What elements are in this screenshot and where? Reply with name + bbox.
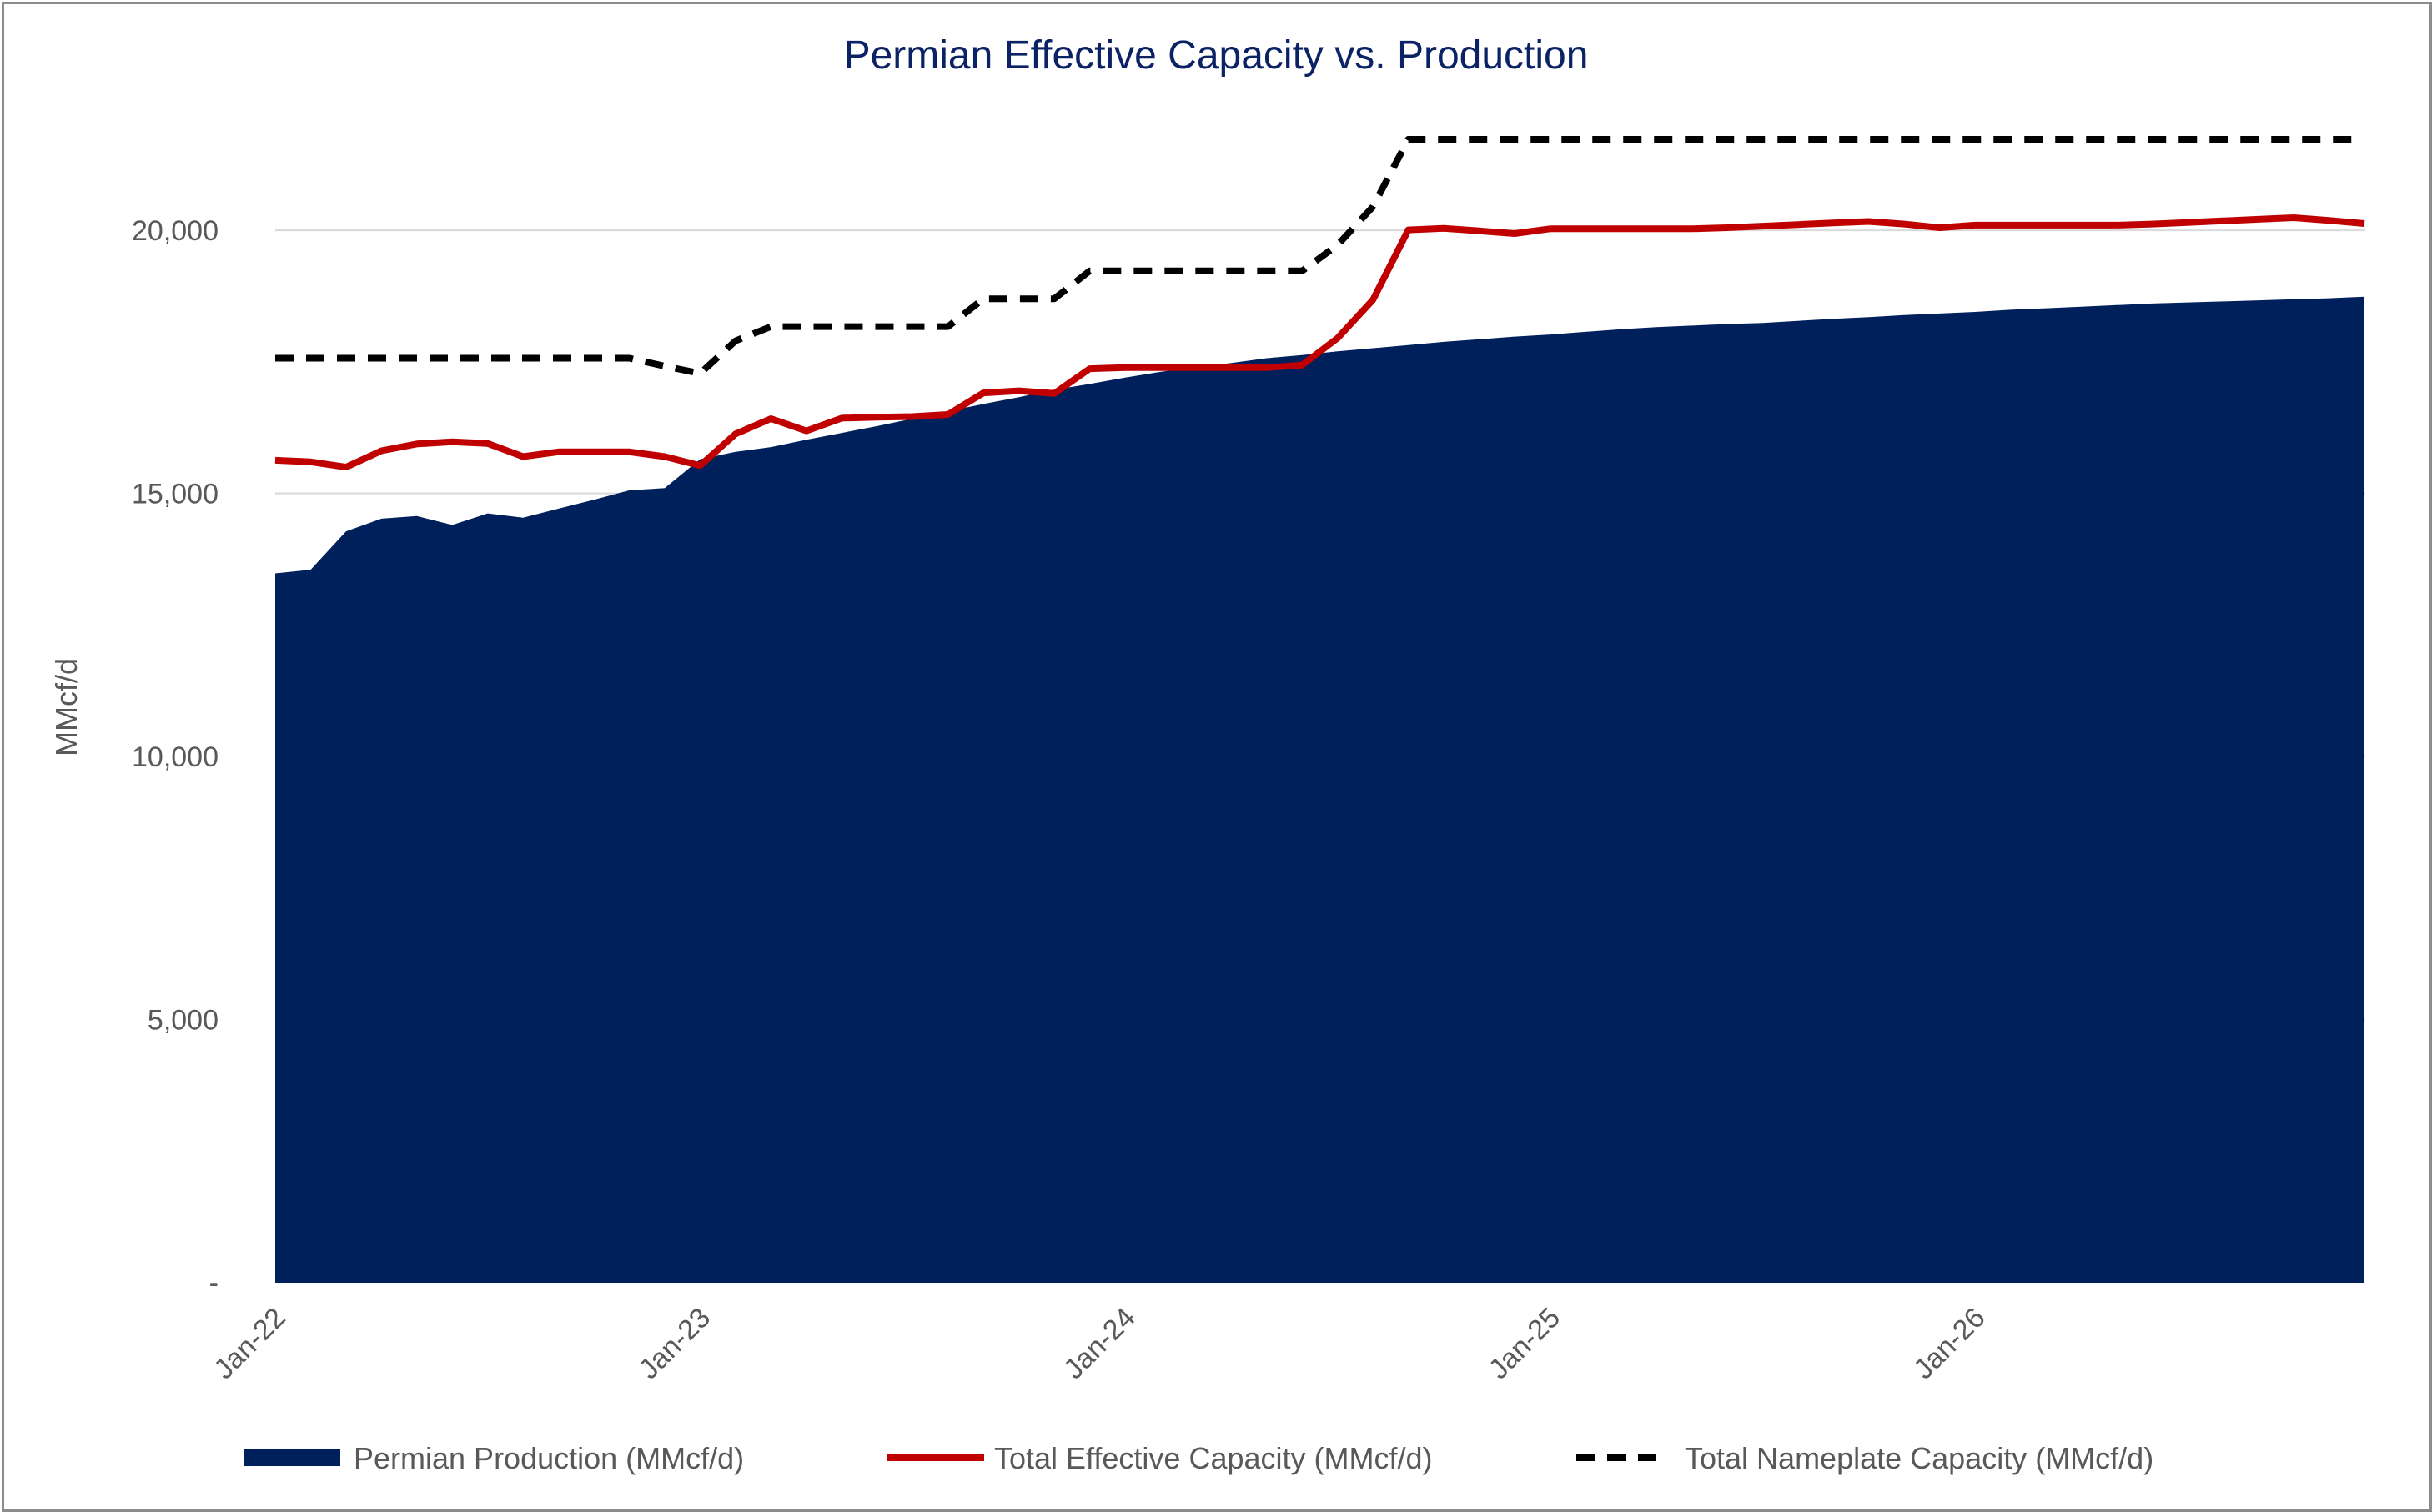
x-tick-label: Jan-24: [1058, 1302, 1141, 1385]
x-axis-ticks: Jan-22 Jan-23 Jan-24 Jan-25 Jan-26: [208, 1302, 1991, 1385]
x-tick-label: Jan-22: [208, 1302, 291, 1385]
y-tick-label: 20,000: [132, 215, 219, 247]
production-area-layer: [275, 297, 2364, 1283]
legend: Permian Production (MMcf/d) Total Effecti…: [244, 1441, 2153, 1475]
legend-label-production: Permian Production (MMcf/d): [354, 1441, 744, 1475]
y-axis-label: MMcf/d: [49, 658, 83, 756]
y-axis-ticks: - 5,000 10,000 15,000 20,000: [132, 215, 219, 1299]
y-tick-label: 10,000: [132, 741, 219, 773]
legend-swatch-production: [244, 1449, 340, 1466]
x-tick-label: Jan-26: [1907, 1302, 1991, 1385]
y-tick-label: 5,000: [148, 1005, 219, 1037]
series-area-permian-production: [275, 297, 2364, 1283]
legend-label-nameplate-capacity: Total Nameplate Capacity (MMcf/d): [1685, 1441, 2153, 1475]
legend-label-effective-capacity: Total Effective Capacity (MMcf/d): [994, 1441, 1433, 1475]
y-tick-label: 15,000: [132, 479, 219, 510]
x-tick-label: Jan-23: [633, 1302, 716, 1385]
x-tick-label: Jan-25: [1483, 1302, 1566, 1385]
chart-title: Permian Effective Capacity vs. Productio…: [844, 33, 1589, 78]
y-tick-label: -: [209, 1268, 219, 1299]
